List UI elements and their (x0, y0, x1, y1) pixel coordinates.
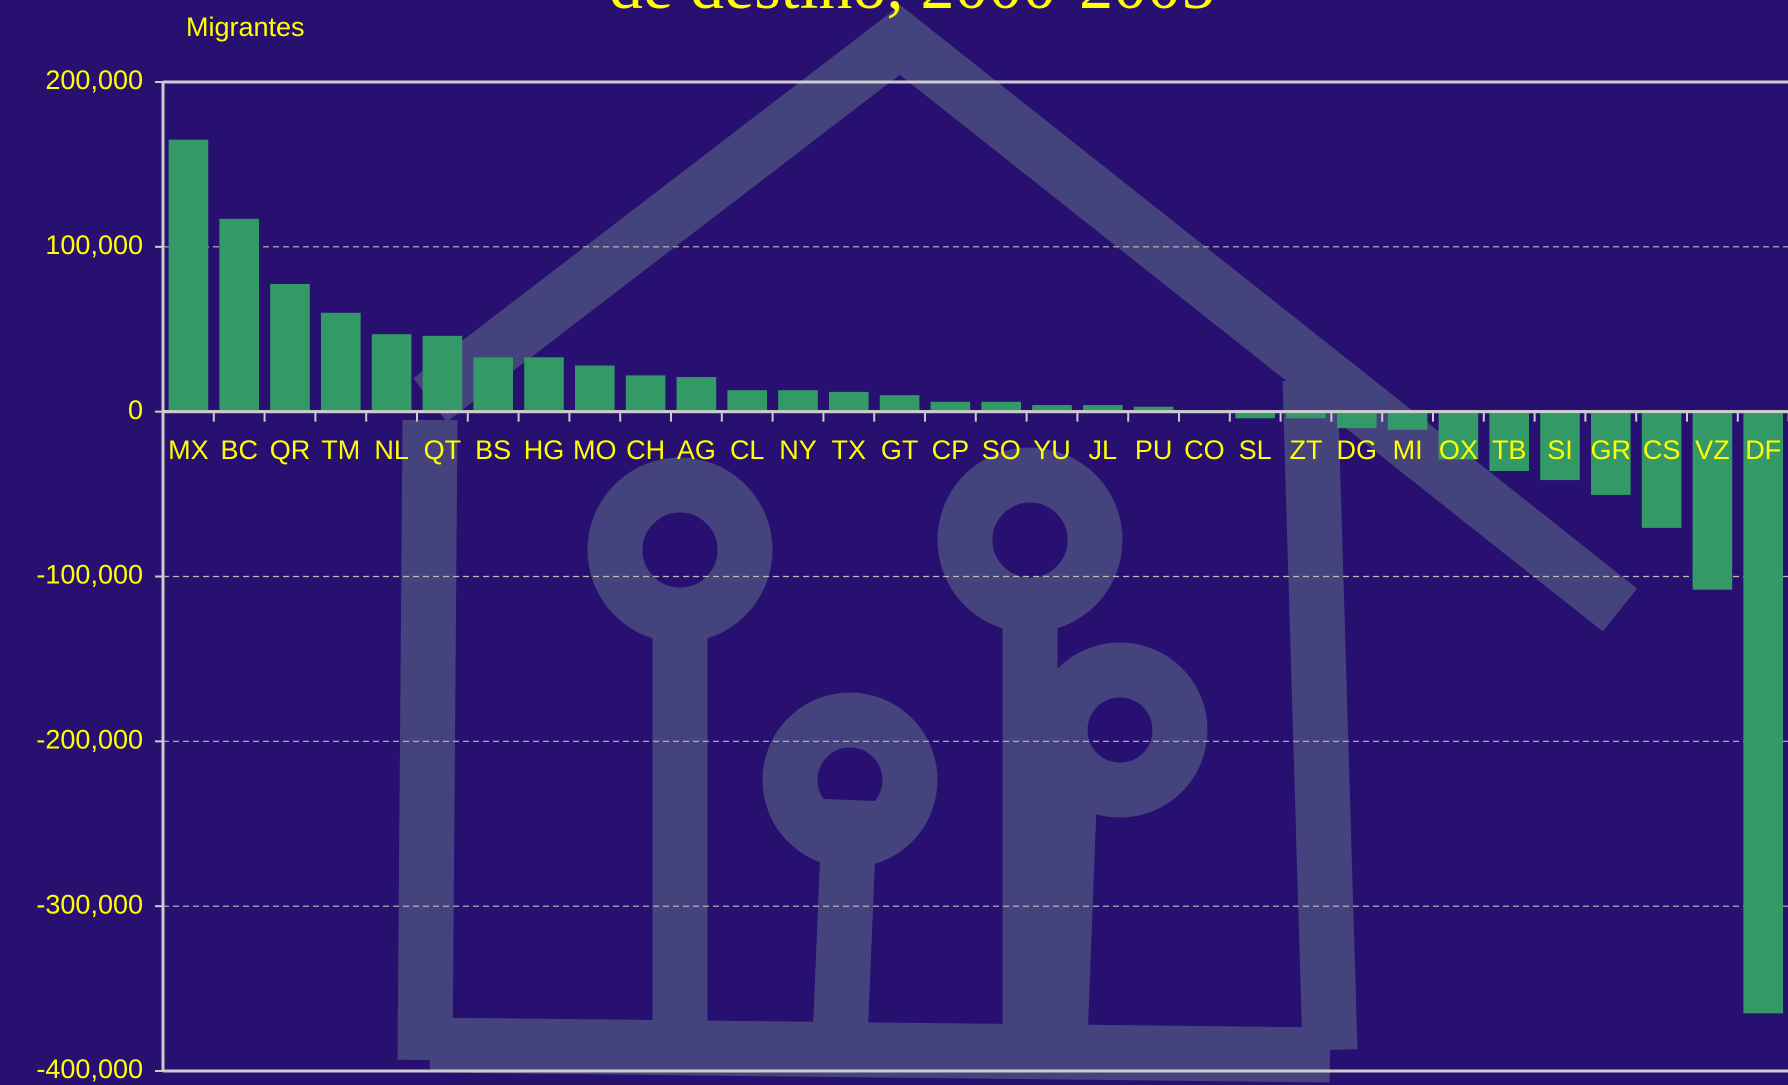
bar (1641, 411, 1682, 528)
bar (473, 357, 514, 412)
y-tick-label: -300,000 (36, 889, 143, 919)
bar (879, 395, 920, 412)
bar (1032, 405, 1072, 412)
bar (1286, 411, 1326, 419)
x-tick-label: HG (524, 435, 565, 465)
x-tick-label: YU (1033, 435, 1071, 465)
x-tick-label: AG (677, 435, 716, 465)
y-tick-label: 0 (128, 395, 143, 425)
bar (270, 283, 310, 412)
x-tick-label: QR (270, 435, 311, 465)
chart-title: de destino, 2000-2005 (609, 0, 1215, 23)
y-tick-label: -200,000 (36, 724, 143, 754)
bar (168, 139, 209, 412)
bar (574, 365, 615, 412)
x-tick-label: OX (1439, 435, 1478, 465)
bar (1489, 411, 1530, 472)
x-tick-label: NY (779, 435, 817, 465)
x-tick-label: QT (424, 435, 462, 465)
x-tick-label: TM (321, 435, 360, 465)
bar (1540, 411, 1580, 481)
x-tick-label: GR (1591, 435, 1632, 465)
x-tick-label: DF (1745, 435, 1781, 465)
y-axis-label: Migrantes (186, 12, 305, 42)
x-tick-label: CP (932, 435, 970, 465)
y-tick-label: -400,000 (36, 1054, 143, 1084)
bar (1133, 406, 1174, 412)
x-tick-label: JL (1089, 435, 1118, 465)
y-tick-label: 100,000 (45, 230, 143, 260)
x-tick-label: SI (1547, 435, 1573, 465)
bar (1235, 411, 1276, 419)
bar (676, 377, 717, 412)
bar (1336, 411, 1377, 429)
x-tick-label: NL (374, 435, 409, 465)
x-tick-label: SO (982, 435, 1021, 465)
bar (1743, 411, 1784, 1014)
bar (625, 375, 666, 412)
x-tick-label: BS (475, 435, 511, 465)
x-tick-label: CO (1184, 435, 1225, 465)
bar (320, 312, 361, 412)
bar (930, 401, 971, 412)
x-tick-label: SL (1239, 435, 1272, 465)
x-tick-label: VZ (1695, 435, 1730, 465)
x-tick-label: MI (1393, 435, 1423, 465)
bar (778, 390, 818, 412)
x-tick-label: GT (881, 435, 919, 465)
y-tick-label: -100,000 (36, 560, 143, 590)
bar (981, 401, 1022, 412)
x-tick-label: MO (573, 435, 617, 465)
x-tick-label: TX (832, 435, 867, 465)
x-tick-label: TB (1492, 435, 1527, 465)
bar (422, 335, 463, 412)
bar (727, 390, 768, 412)
bar (524, 357, 564, 412)
x-tick-label: PU (1135, 435, 1173, 465)
x-tick-label: CS (1643, 435, 1681, 465)
x-tick-label: CH (626, 435, 665, 465)
bar (1387, 411, 1428, 430)
x-tick-label: DG (1337, 435, 1378, 465)
bar (371, 334, 412, 412)
watermark (397, 5, 1638, 1083)
x-tick-label: ZT (1290, 435, 1323, 465)
x-tick-label: CL (730, 435, 765, 465)
x-tick-label: MX (168, 435, 209, 465)
bar (828, 391, 869, 412)
bar (1438, 411, 1479, 460)
bar (1082, 405, 1123, 412)
bar (1590, 411, 1631, 495)
y-tick-label: 200,000 (45, 65, 143, 95)
bar (1692, 411, 1733, 590)
bar (219, 218, 260, 412)
x-tick-label: BC (220, 435, 258, 465)
